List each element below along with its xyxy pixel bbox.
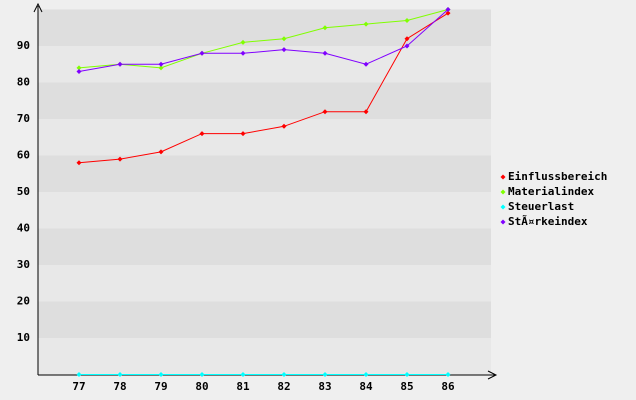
data-point	[199, 50, 205, 56]
legend-label: Materialindex	[508, 185, 594, 198]
data-point	[281, 36, 287, 42]
data-point	[322, 25, 328, 31]
x-tick-label: 81	[236, 380, 250, 393]
y-tick-label: 10	[17, 331, 30, 344]
data-point	[240, 131, 246, 137]
data-point	[404, 36, 410, 42]
series-line	[78, 12, 449, 164]
legend-label: Steuerlast	[508, 200, 574, 213]
y-tick-label: 30	[17, 258, 30, 271]
data-point	[199, 131, 205, 137]
x-tick-label: 84	[359, 380, 373, 393]
data-point	[158, 61, 164, 67]
data-point	[363, 109, 369, 115]
legend-marker	[500, 174, 506, 180]
data-point	[240, 50, 246, 56]
y-tick-label: 60	[17, 149, 30, 162]
x-tick-label: 80	[195, 380, 208, 393]
x-tick-label: 79	[154, 380, 167, 393]
grid-band	[38, 192, 491, 229]
legend-marker	[500, 204, 506, 210]
data-point	[240, 39, 246, 45]
x-tick-label: 82	[277, 380, 290, 393]
grid-band	[38, 119, 491, 156]
series-line	[78, 9, 449, 73]
data-point	[445, 372, 451, 377]
data-point	[76, 65, 82, 71]
x-axis-arrow	[487, 370, 498, 380]
data-point	[76, 69, 82, 75]
grid-band	[38, 155, 491, 192]
grid-band	[38, 338, 491, 375]
data-point	[445, 10, 451, 16]
data-point	[199, 372, 205, 377]
y-tick-label: 50	[17, 185, 30, 198]
data-point	[363, 61, 369, 67]
y-tick-label: 80	[17, 76, 30, 89]
legend-marker	[500, 189, 506, 195]
data-point	[281, 372, 287, 377]
data-point	[322, 372, 328, 377]
x-tick-label: 83	[318, 380, 331, 393]
grid-band	[38, 228, 491, 265]
x-tick-label: 85	[400, 380, 413, 393]
data-point	[404, 17, 410, 23]
grid-band	[38, 301, 491, 338]
y-tick-label: 20	[17, 295, 30, 308]
data-point	[117, 372, 123, 377]
data-point	[404, 372, 410, 377]
x-tick-label: 86	[441, 380, 455, 393]
data-point	[322, 109, 328, 115]
plot-bands	[38, 9, 491, 375]
grid-band	[38, 46, 491, 83]
data-point	[281, 47, 287, 53]
data-point	[404, 43, 410, 49]
data-point	[363, 21, 369, 27]
data-point	[76, 372, 82, 377]
data-point	[76, 160, 82, 166]
data-point	[117, 156, 123, 162]
data-point	[445, 7, 451, 12]
data-point	[322, 50, 328, 56]
y-axis-arrow	[33, 2, 43, 13]
legend-label: Einflussbereich	[508, 170, 607, 183]
data-point	[158, 149, 164, 155]
x-tick-label: 78	[113, 380, 126, 393]
grid-band	[38, 82, 491, 119]
y-tick-label: 70	[17, 112, 30, 125]
legend-label: StÃ¤rkeindex	[508, 215, 588, 228]
x-tick-label: 77	[72, 380, 85, 393]
data-point	[117, 61, 123, 67]
data-point	[240, 372, 246, 377]
data-point	[281, 123, 287, 129]
grid-band	[38, 265, 491, 302]
y-tick-label: 40	[17, 222, 30, 235]
grid-band	[38, 9, 491, 46]
series-line	[78, 9, 449, 69]
data-point	[363, 372, 369, 377]
data-point	[158, 65, 164, 71]
y-tick-label: 90	[17, 39, 30, 52]
legend-marker	[500, 219, 506, 225]
data-point	[158, 372, 164, 377]
